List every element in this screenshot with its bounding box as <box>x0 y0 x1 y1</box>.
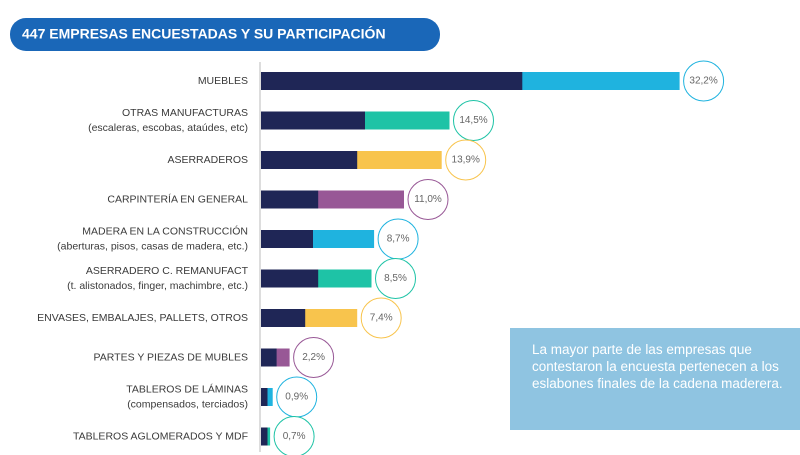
category-label: (escaleras, escobas, ataúdes, etc) <box>88 122 248 134</box>
category-label: (aberturas, pisos, casas de madera, etc.… <box>57 240 248 252</box>
bar-dark <box>261 269 319 288</box>
value-label: 0,7% <box>283 431 306 442</box>
category-label: MADERA EN LA CONSTRUCCIÓN <box>82 224 248 237</box>
bar-dark <box>261 151 358 169</box>
category-label: (compensados, terciados) <box>127 398 248 410</box>
bar-dark <box>261 111 365 130</box>
bar-dark <box>261 309 306 327</box>
chart-title: 447 EMPRESAS ENCUESTADAS Y SU PARTICIPAC… <box>22 25 386 42</box>
value-badge <box>360 297 402 339</box>
note: La mayor parte de las empresas que conte… <box>510 328 800 430</box>
value-badge <box>273 416 315 455</box>
value-label: 8,5% <box>384 273 407 284</box>
title-banner <box>10 18 440 51</box>
bar-dark <box>261 230 313 248</box>
value-label: 0,9% <box>285 392 308 403</box>
value-label: 8,7% <box>387 234 410 245</box>
category-label: ENVASES, EMBALAJES, PALLETS, OTROS <box>37 312 248 324</box>
value-badge <box>375 258 416 299</box>
category-label: PARTES Y PIEZAS DE MUBLES <box>94 351 248 363</box>
value-label: 11,0% <box>414 194 442 205</box>
value-badge <box>293 337 335 378</box>
value-label: 2,2% <box>302 352 325 363</box>
value-label: 13,9% <box>452 155 480 166</box>
category-label: OTRAS MANUFACTURAS <box>122 107 248 119</box>
value-label: 32,2% <box>689 76 717 87</box>
category-label: TABLEROS AGLOMERADOS Y MDF <box>73 430 248 442</box>
category-label: (t. alistonados, finger, machimbre, etc.… <box>67 280 248 292</box>
value-badge <box>407 179 449 220</box>
value-label: 14,5% <box>459 115 487 126</box>
value-badge <box>683 60 725 102</box>
category-label: ASERRADEROS <box>167 154 248 166</box>
bar-dark <box>261 348 277 367</box>
category-label: MUEBLES <box>198 75 248 87</box>
category-label: TABLEROS DE LÁMINAS <box>126 382 248 395</box>
value-label: 7,4% <box>370 313 393 324</box>
category-label: CARPINTERÍA EN GENERAL <box>107 192 248 205</box>
value-badge <box>453 100 494 141</box>
bar-dark <box>261 427 268 446</box>
bar-dark <box>261 72 523 90</box>
bar-dark <box>261 190 319 209</box>
value-badge <box>445 139 487 181</box>
bar-dark <box>261 388 268 406</box>
category-label: ASERRADERO C. REMANUFACT <box>86 265 249 277</box>
